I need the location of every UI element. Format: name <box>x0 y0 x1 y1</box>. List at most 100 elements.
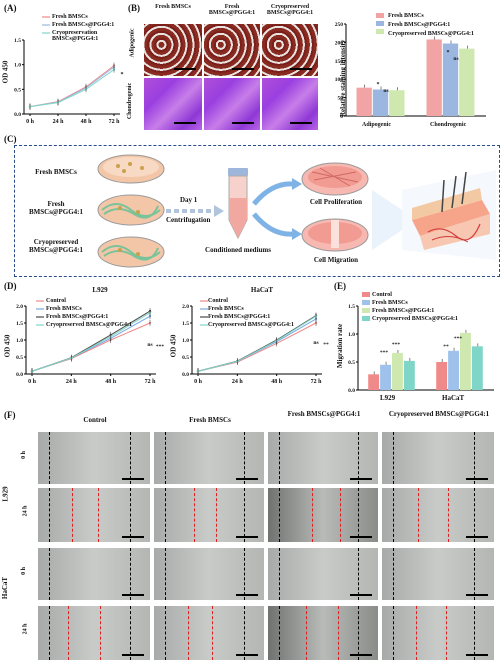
wound-image <box>38 606 150 660</box>
d-l929-legend-2: Fresh BMSCs <box>46 306 82 312</box>
panel-label-a: (A) <box>4 3 17 13</box>
panel-label-d: (D) <box>4 281 17 291</box>
b-col-title-3: Cryopreserved BMSCs@PGG4:1 <box>266 4 314 16</box>
y-tick-label: 150 <box>335 59 344 65</box>
chart-d-l929: 0.0 0.5 1.0 1.5 2.0 0 h 24 h 48 h 72 h ns *** <box>16 300 164 385</box>
x-tick-label: 24 h <box>53 119 65 125</box>
y-tick-label: 0.5 <box>14 87 21 93</box>
bar <box>459 48 475 116</box>
f-col-title-2: Fresh BMSCs <box>189 416 231 424</box>
x-tick-label: 0 h <box>194 379 203 385</box>
chart-b-legend-1: Fresh BMSCs <box>388 13 424 19</box>
c-out-proliferation: Cell Proliferation <box>309 198 363 206</box>
c-dish-1 <box>97 154 165 184</box>
y-tick-label: 250 <box>335 22 344 28</box>
chart-b-xlabel-1: Adipogenic <box>362 122 392 128</box>
x-tick-label: 48 h <box>271 379 283 385</box>
series-line <box>29 69 115 108</box>
y-tick-label: 1.5 <box>182 321 189 327</box>
legend-swatch <box>376 13 384 18</box>
bar <box>426 39 442 116</box>
sig-label: * <box>447 50 450 56</box>
b-row-title-2: Chondrogenic <box>127 82 134 120</box>
f-col-title-4: Cryopreserved BMSCs@PGG4:1 <box>388 410 490 418</box>
panel-label-f: (F) <box>4 410 16 420</box>
c-arrow-down <box>252 212 302 240</box>
y-tick-label: 1.0 <box>348 332 355 338</box>
legend-swatch <box>362 292 370 297</box>
x-tick-label: 72 h <box>145 379 157 385</box>
c-skin-illustration <box>372 170 496 260</box>
series-line <box>31 310 151 372</box>
y-tick-label: 0.0 <box>14 112 21 118</box>
y-tick-label: 1.5 <box>16 321 23 327</box>
d-hacat-ylabel: OD 450 <box>169 334 178 358</box>
chart-a-legend-3: Cryopreservation BMSCs@PGG4:1 <box>52 30 99 42</box>
sig-label: ns <box>453 56 458 62</box>
x-tick-label: 0 h <box>26 119 35 125</box>
e-legend-1: Control <box>372 292 392 298</box>
y-tick-label: 1.0 <box>16 338 23 344</box>
bar <box>356 87 372 116</box>
c-arrow-dashed <box>166 205 224 217</box>
wound-image <box>268 548 378 600</box>
f-time-4: 24 h <box>22 623 29 635</box>
panel-label-b: (B) <box>128 3 140 13</box>
bar <box>372 89 389 116</box>
series-line <box>29 66 115 108</box>
e-xlabel-1: L929 <box>380 394 396 402</box>
e-ylabel: Migration rate <box>336 323 345 369</box>
x-tick-label: 24 h <box>66 379 78 385</box>
wound-image <box>268 432 378 484</box>
sig-label: *** <box>392 342 401 348</box>
chart-a: 0.0 0.5 1.0 1.5 0 h 24 h 48 h 72 h * <box>14 16 124 125</box>
y-tick-label: 0.0 <box>16 372 23 378</box>
d-hacat-legend-1: Control <box>208 298 228 304</box>
y-tick-label: 0.5 <box>348 360 355 366</box>
e-xlabel-2: HaCaT <box>442 394 465 402</box>
series-line <box>197 315 317 372</box>
y-tick-label: 2.0 <box>16 304 23 310</box>
chart-a-legend-1: Fresh BMSCs <box>52 14 88 20</box>
bar <box>448 350 459 390</box>
d-hacat-legend-2: Fresh BMSCs <box>208 306 244 312</box>
legend-swatch <box>376 29 384 34</box>
panel-label-c: (C) <box>4 134 17 144</box>
y-tick-label: 0 <box>340 114 343 120</box>
panel-label-e: (E) <box>334 281 346 291</box>
y-tick-label: 1.0 <box>182 338 189 344</box>
legend-swatch <box>362 316 370 321</box>
legend-swatch <box>362 300 370 305</box>
chart-e: 0.00.51.01.5****** ***** <box>348 292 494 394</box>
b-chondrogenic-image-2 <box>204 78 260 130</box>
bar <box>436 362 448 390</box>
chart-b-xlabel-2: Chondrogenic <box>430 122 467 128</box>
y-tick-label: 0.5 <box>16 355 23 361</box>
e-legend-2: Fresh BMSCs <box>372 300 408 306</box>
chart-d-hacat: 0.0 0.5 1.0 1.5 2.0 0 h 24 h 48 h 72 h ns ** <box>182 300 329 385</box>
x-tick-label: 48 h <box>81 119 93 125</box>
chart-b-legend-2: Fresh BMSCs@PGG4:1 <box>388 22 451 28</box>
d-l929-legend-4: Cryopreserved BMSCs@PGG4:1 <box>46 322 132 328</box>
wound-image <box>154 548 264 600</box>
e-legend-4: Cryopreserved BMSCs@PGG4:1 <box>372 316 458 322</box>
b-col-title-2: Fresh BMSCs@PGG4:1 <box>208 4 256 16</box>
bar <box>442 43 459 117</box>
bar <box>392 353 403 390</box>
b-chondrogenic-image-3 <box>262 78 318 130</box>
sig-label: ** <box>443 344 449 350</box>
c-dish-proliferation <box>301 162 369 196</box>
c-tube-icon <box>228 168 248 240</box>
chart-a-ylabel: OD 450 <box>1 60 10 84</box>
bar <box>389 90 405 116</box>
f-group-hacat: HaCaT <box>1 576 10 600</box>
bar <box>460 332 471 390</box>
x-tick-label: 24 h <box>232 379 244 385</box>
x-tick-label: 48 h <box>105 379 117 385</box>
c-dish-3 <box>97 236 165 268</box>
sig-label: *** <box>380 350 389 356</box>
y-tick-label: 2.0 <box>182 304 189 310</box>
c-conditioned-label: Conditioned mediums <box>205 246 271 254</box>
x-tick-label: 72 h <box>311 379 323 385</box>
b-adipogenic-image-3 <box>262 24 318 76</box>
